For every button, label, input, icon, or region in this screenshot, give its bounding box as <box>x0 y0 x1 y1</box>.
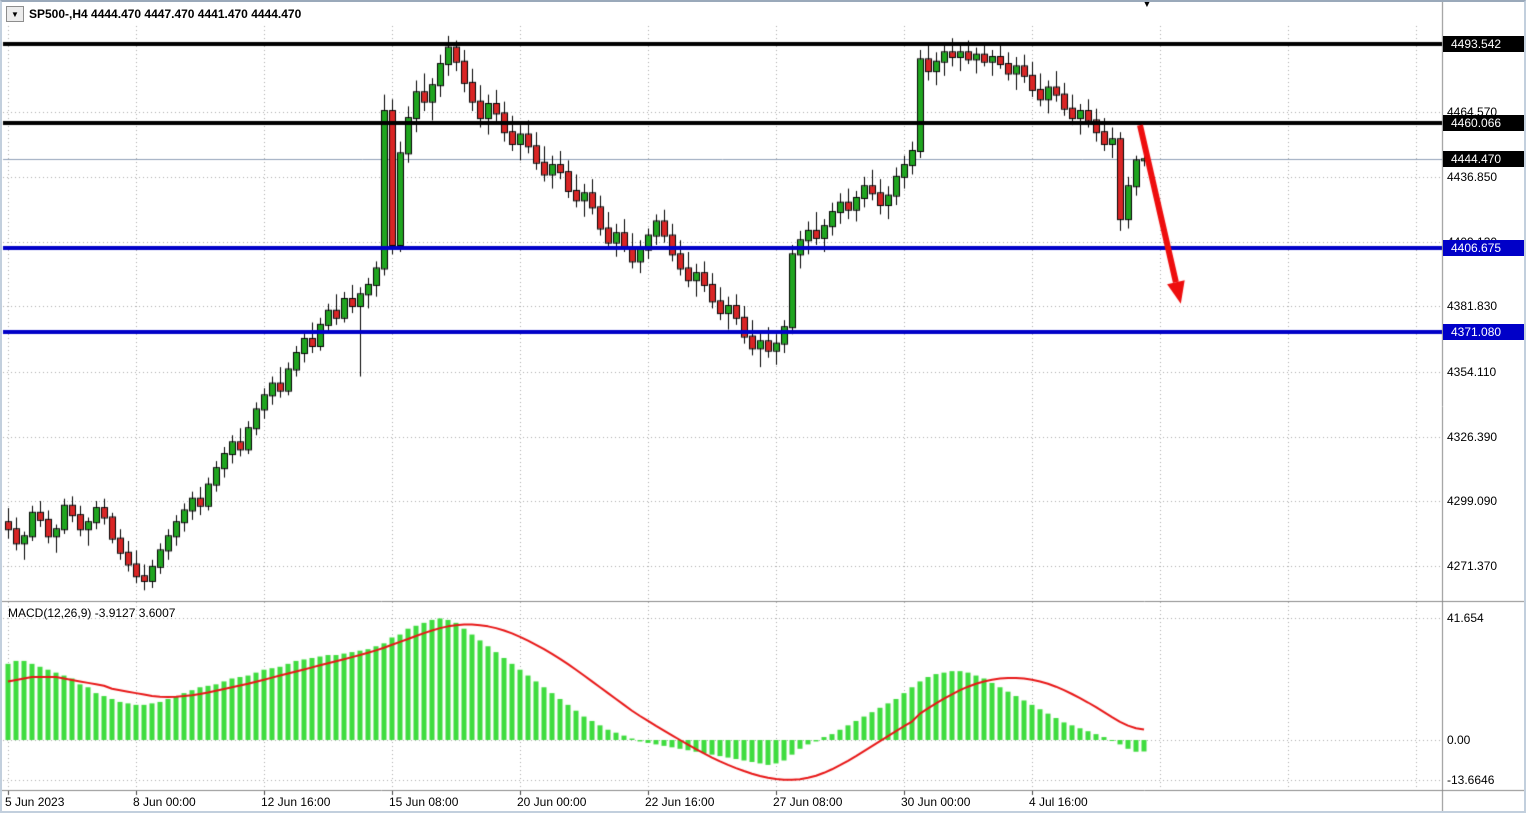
scroll-position-marker[interactable]: ▼ <box>1142 0 1152 10</box>
macd-indicator-title: MACD(12,26,9) -3.9127 3.6007 <box>8 606 176 620</box>
symbol-ohlc-text: SP500-,H4 4444.470 4447.470 4441.470 444… <box>29 7 302 21</box>
symbol-dropdown-button[interactable]: ▼ <box>6 6 24 22</box>
symbol-ohlc-bar: ▼ SP500-,H4 4444.470 4447.470 4441.470 4… <box>6 6 301 22</box>
